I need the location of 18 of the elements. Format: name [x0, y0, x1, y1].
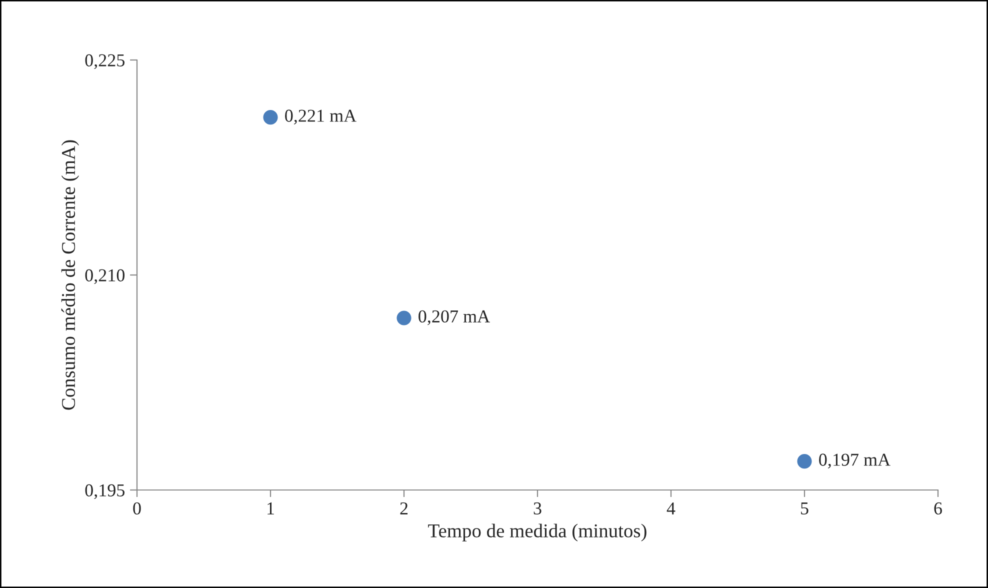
x-axis-title: Tempo de medida (minutos) — [428, 524, 646, 542]
x-tick-label: 0 — [133, 502, 141, 515]
x-tick-label: 1 — [268, 502, 274, 514]
x-tick-label: 5 — [801, 502, 808, 515]
y-tick-label: 0,225 — [85, 54, 124, 70]
x-tick-label: 3 — [534, 502, 542, 515]
y-axis-title: Consumo médio de Corrente (mA) — [61, 140, 80, 410]
x-tick-label: 4 — [666, 502, 676, 514]
data-label: 0,221 mA — [285, 110, 356, 124]
point — [263, 110, 278, 125]
point — [797, 454, 812, 469]
x-tick-label: 6 — [934, 502, 942, 515]
data-label: 0,207 mA — [418, 310, 490, 326]
x-tick-label: 2 — [400, 502, 408, 514]
data-label: 0,197 mA — [819, 454, 890, 468]
point — [396, 310, 412, 326]
y-tick-label: 0,210 — [85, 269, 125, 284]
y-tick-label: 0,195 — [85, 484, 124, 500]
